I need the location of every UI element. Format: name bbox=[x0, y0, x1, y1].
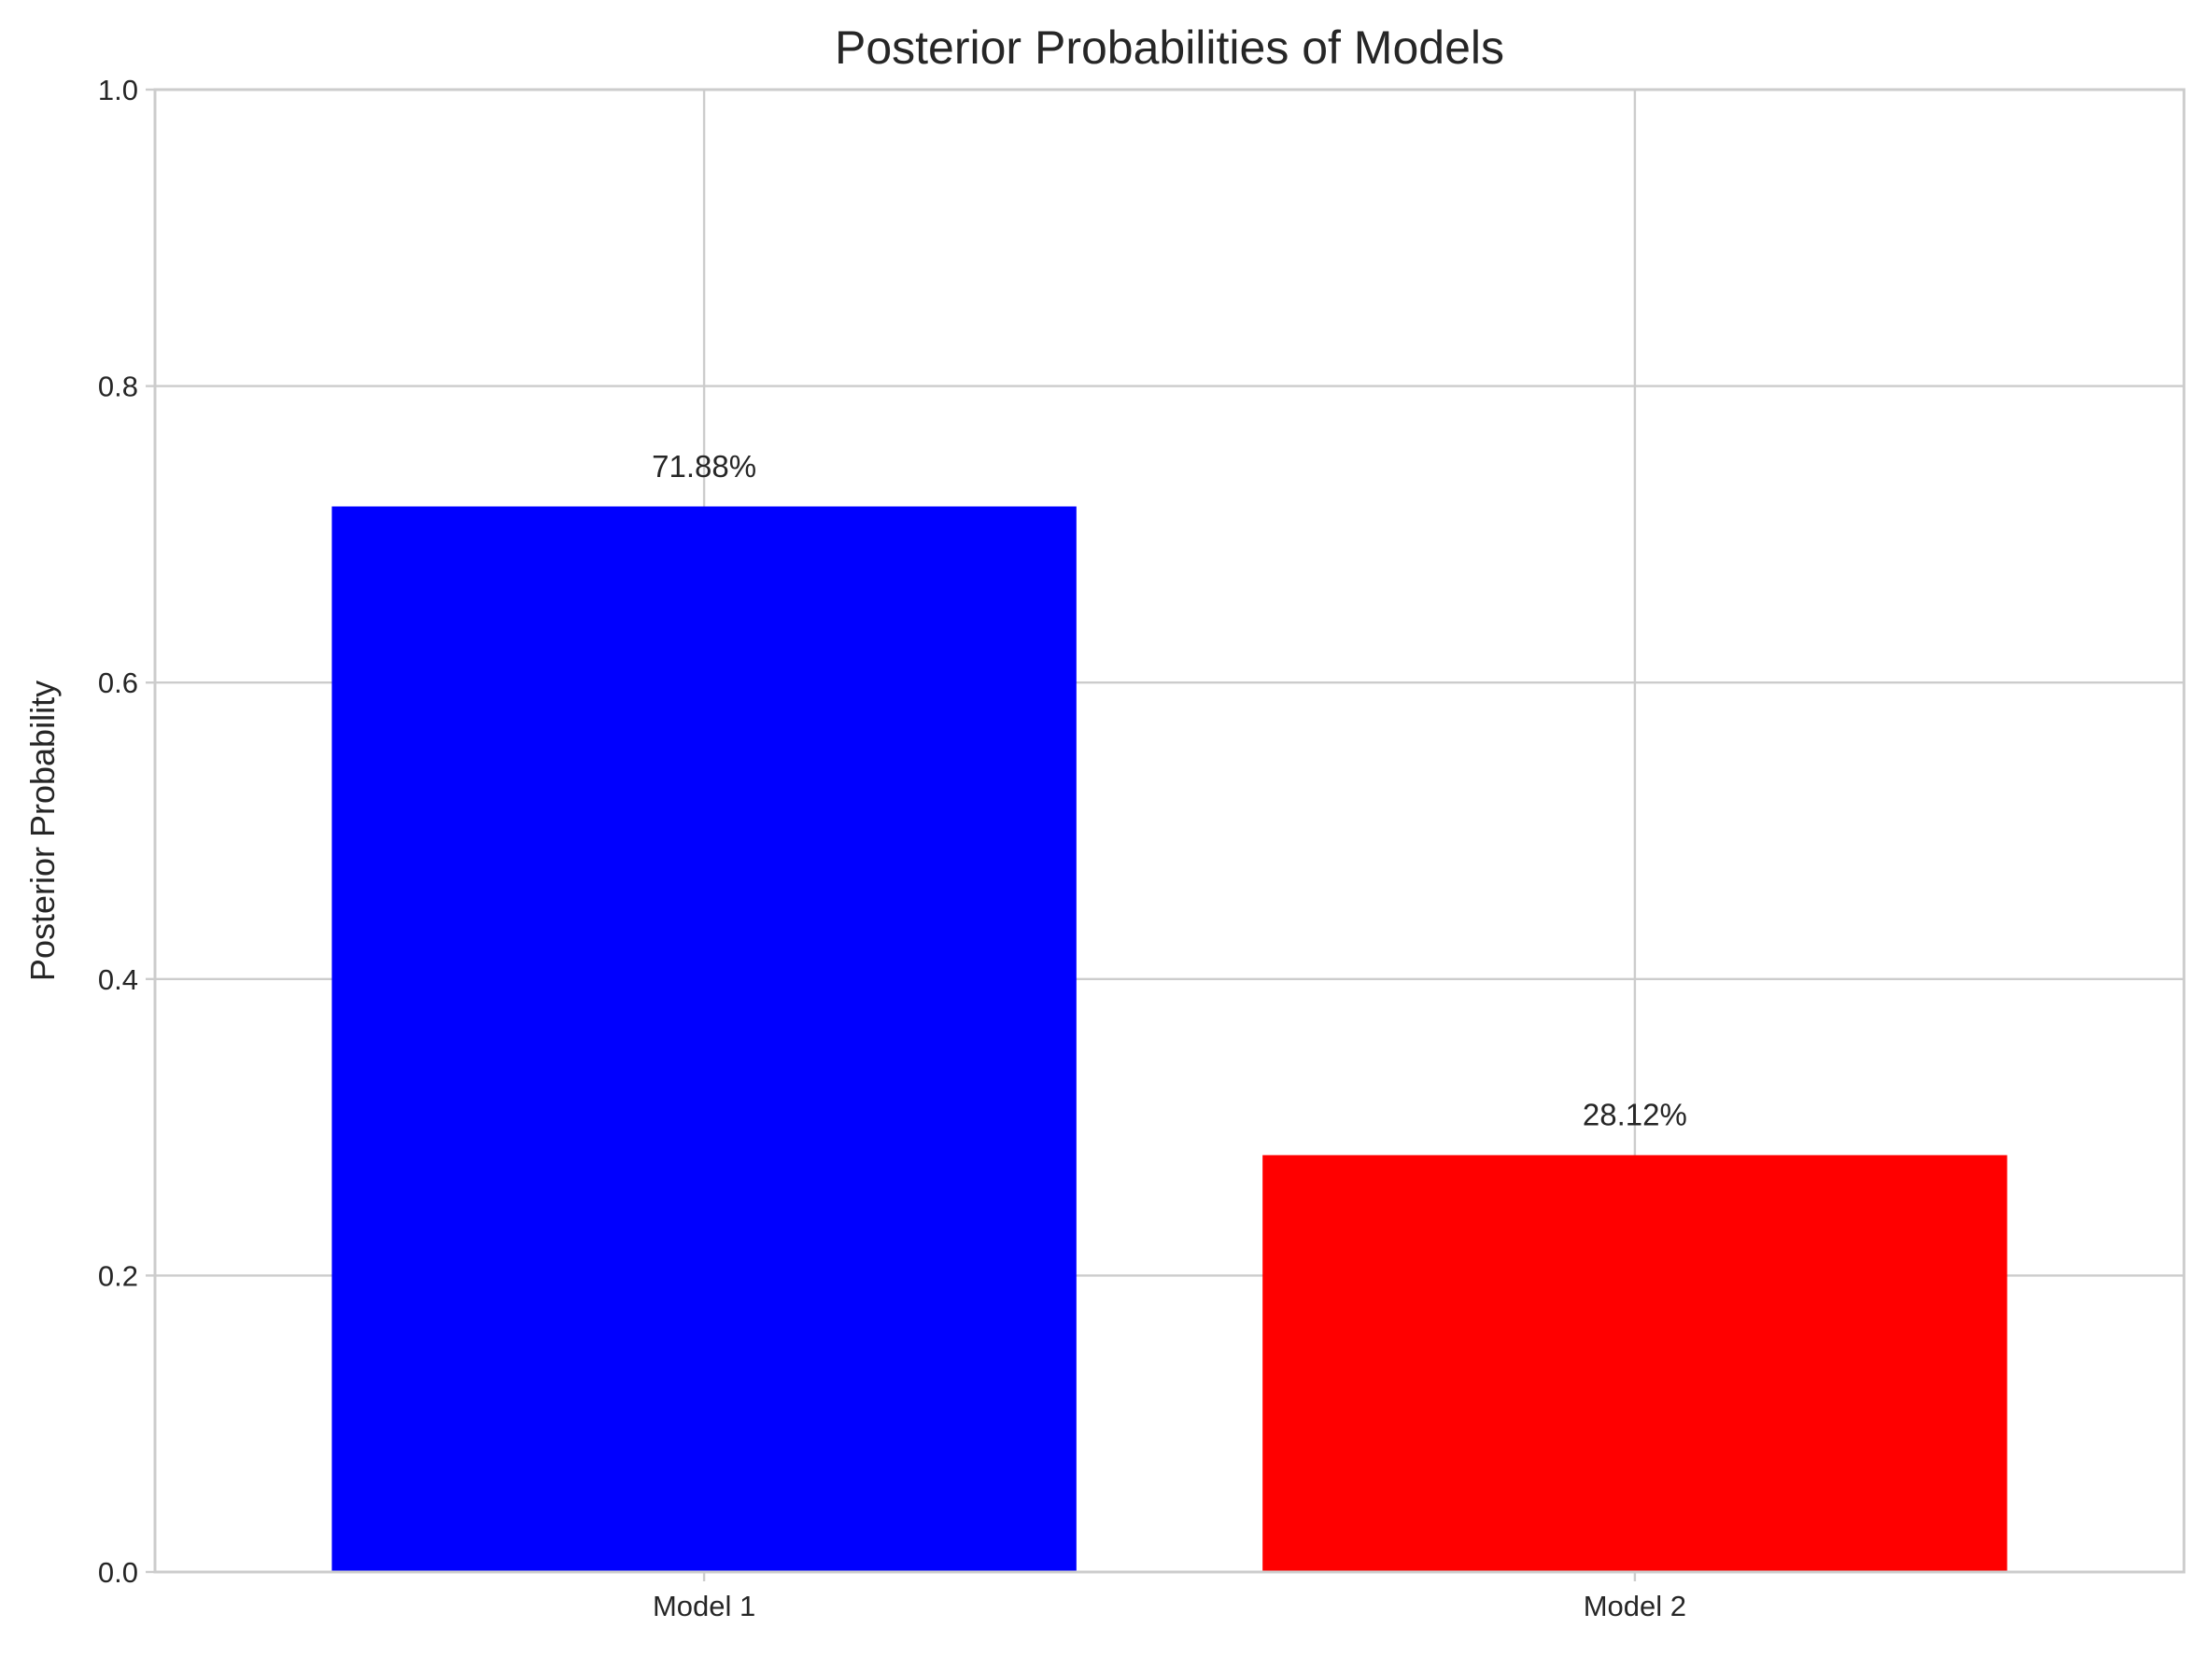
axes-frame bbox=[153, 88, 2186, 1574]
bar bbox=[1262, 1155, 2008, 1572]
y-axis-label: Posterior Probability bbox=[23, 681, 62, 981]
bars bbox=[331, 506, 2008, 1572]
bar-value-label: 28.12% bbox=[1583, 1098, 1687, 1132]
chart-title: Posterior Probabilities of Models bbox=[835, 21, 1504, 74]
y-tick-label: 0.2 bbox=[98, 1259, 138, 1292]
y-tick-label: 0.0 bbox=[98, 1556, 138, 1589]
y-tick-label: 1.0 bbox=[98, 74, 138, 106]
bar-value-label: 71.88% bbox=[652, 449, 756, 484]
y-tick-label: 0.4 bbox=[98, 963, 138, 996]
bar bbox=[331, 506, 1077, 1572]
y-tick-label: 0.6 bbox=[98, 667, 138, 699]
y-tick-label: 0.8 bbox=[98, 371, 138, 403]
x-tick-label: Model 1 bbox=[653, 1590, 755, 1622]
x-tick-label: Model 2 bbox=[1584, 1590, 1686, 1622]
data-labels: 71.88% 28.12% bbox=[652, 449, 1687, 1132]
ticks: 0.0 0.2 0.4 0.6 0.8 1.0 Model 1 Model 2 bbox=[98, 74, 1686, 1622]
